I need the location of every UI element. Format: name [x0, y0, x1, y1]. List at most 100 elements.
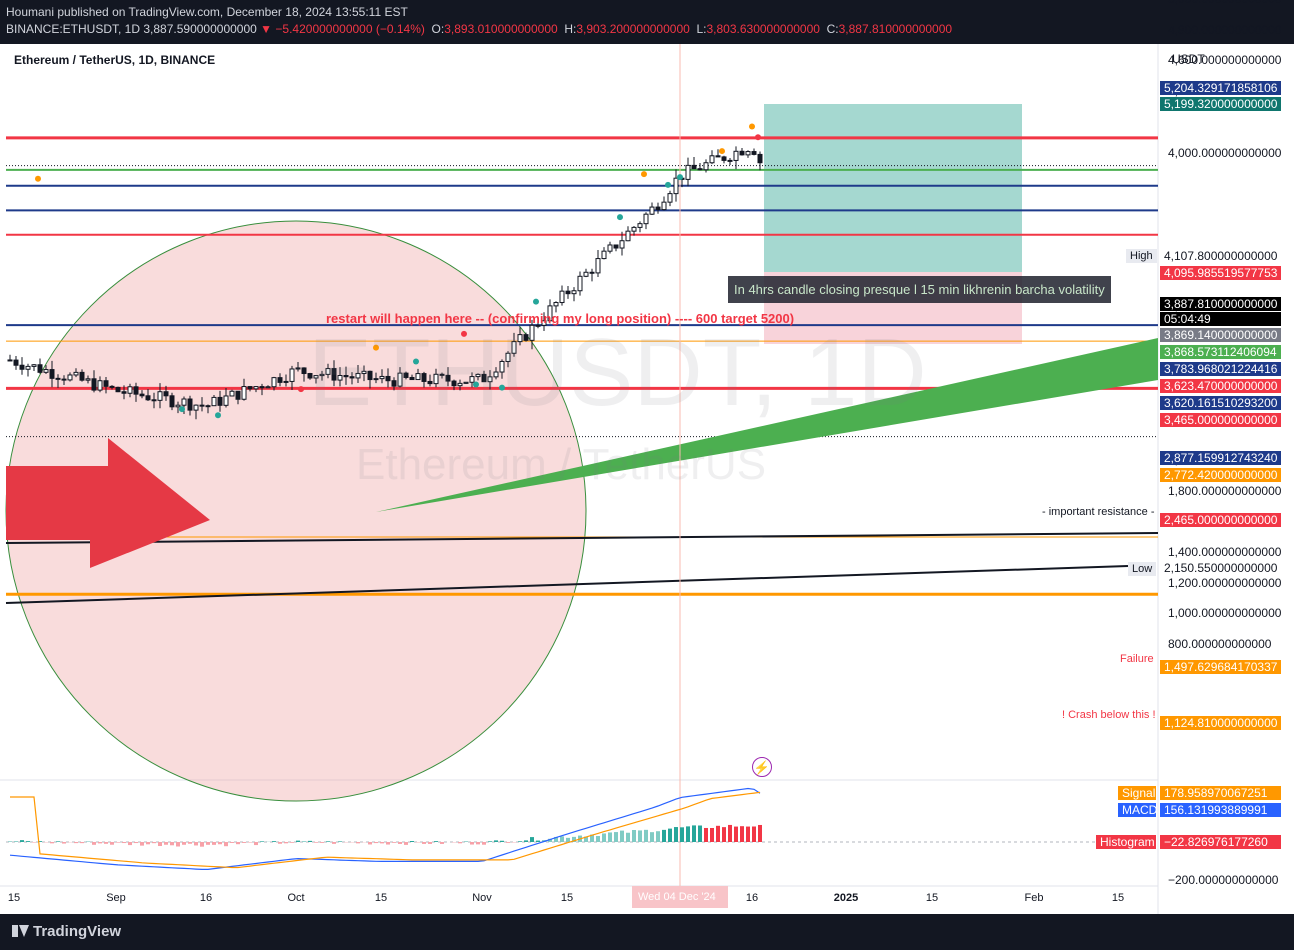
note-annotation[interactable]: In 4hrs candle closing presque l 15 min … — [728, 276, 1111, 303]
signal-dot — [641, 171, 647, 178]
crash-tag[interactable]: ! Crash below this ! — [1062, 709, 1156, 721]
candle-body — [163, 391, 169, 397]
histogram-bar — [314, 842, 318, 843]
top-bar — [0, 0, 1294, 44]
histogram-bar — [686, 826, 690, 842]
crosshair-date-text: Wed 04 Dec '24 — [638, 891, 716, 903]
signal-dot — [749, 123, 755, 130]
histogram-bar — [278, 842, 282, 844]
restart-annotation[interactable]: restart will happen here -- (confirming … — [326, 311, 795, 326]
signal-dot — [215, 412, 221, 419]
histogram-bar — [584, 836, 588, 842]
quote-currency[interactable]: USDT — [1172, 52, 1205, 66]
candle-body — [595, 258, 601, 274]
pane-title[interactable]: Ethereum / TetherUS, 1D, BINANCE — [14, 53, 216, 67]
candle-body — [373, 378, 379, 381]
candle-body — [367, 370, 373, 381]
candle-body — [175, 404, 181, 408]
price-label: 05:04:49 — [1160, 312, 1281, 326]
candle-body — [499, 360, 505, 373]
candle-body — [403, 372, 409, 378]
candle-body — [535, 324, 541, 327]
histogram-bar — [218, 842, 222, 845]
candle-body — [67, 374, 73, 381]
histogram-bar — [500, 840, 504, 842]
histogram-bar — [110, 842, 114, 845]
lightning-icon[interactable]: ⚡ — [752, 757, 772, 777]
watermark-name: Ethereum / TetherUS — [356, 440, 767, 489]
histogram-bar — [98, 842, 102, 844]
price-tick: 5,000.000000000000 — [1168, 0, 1281, 6]
histogram-bar — [26, 841, 30, 842]
histogram-bar — [194, 842, 198, 846]
candle-body — [277, 377, 283, 383]
signal-dot — [617, 214, 623, 221]
candle-body — [127, 386, 133, 394]
low-label: L: — [696, 22, 707, 36]
histogram-bar — [662, 829, 666, 842]
histogram-bar — [620, 830, 624, 842]
histogram-bar — [242, 842, 246, 843]
candle-body — [445, 374, 451, 382]
histogram-bar — [668, 828, 672, 842]
histogram-bar — [188, 842, 192, 844]
histogram-bar — [92, 842, 96, 845]
candle-body — [121, 391, 127, 394]
chart-frame[interactable] — [0, 44, 1294, 914]
candle-body — [193, 404, 199, 411]
failure-tag[interactable]: Failure — [1120, 653, 1154, 665]
time-tick: 16 — [745, 892, 759, 904]
candle-body — [745, 151, 751, 156]
candle-body — [205, 405, 211, 408]
candle-body — [217, 396, 223, 406]
histogram-bar — [602, 833, 606, 842]
candle-body — [319, 373, 325, 377]
candle-body — [199, 404, 205, 407]
histogram-bar — [608, 832, 612, 842]
histogram-bar — [440, 842, 444, 844]
candle-body — [625, 230, 631, 242]
price-label: 2,877.159912743240 — [1160, 451, 1281, 465]
candle-body — [655, 206, 661, 211]
chart-canvas[interactable] — [0, 44, 1294, 914]
candle-body — [715, 155, 721, 158]
price-tick: 4,000.000000000000 — [1168, 145, 1282, 160]
price-label: 3,783.968021224416 — [1160, 362, 1281, 376]
histogram-bar — [284, 842, 288, 844]
candle-body — [115, 386, 121, 393]
signal-line — [10, 791, 761, 869]
lower-trendline — [5, 565, 1129, 604]
price-label: 3,887.810000000000 — [1160, 297, 1281, 311]
histogram-bar — [404, 842, 408, 845]
price-label: 2,150.550000000000 — [1160, 561, 1281, 575]
publish-line: Houmani published on TradingView.com, De… — [6, 5, 408, 19]
close-value: 3,887.810000000000 — [838, 22, 953, 36]
histogram-bar — [212, 842, 216, 845]
important-resistance-tag[interactable]: - important resistance - — [1042, 506, 1155, 518]
candle-body — [643, 213, 649, 225]
green-channel — [376, 338, 1158, 512]
candle-body — [565, 290, 571, 295]
candle-body — [229, 390, 235, 397]
candle-body — [79, 371, 85, 381]
histogram-bar — [260, 841, 264, 842]
candle-body — [223, 395, 229, 406]
time-tick: 2025 — [833, 892, 859, 904]
histogram-bar — [524, 840, 528, 842]
histogram-bar — [596, 836, 600, 842]
tradingview-logo[interactable]: TradingView — [12, 923, 121, 940]
signal-dot — [677, 174, 683, 181]
candle-body — [421, 373, 427, 382]
price-tick: 4,800.000000000000 — [1168, 22, 1282, 37]
price-label: 4,107.800000000000 — [1160, 249, 1281, 263]
high-value: 3,903.200000000000 — [576, 22, 690, 36]
histogram-bar — [128, 842, 132, 846]
candle-body — [379, 375, 385, 380]
histogram-bar — [410, 841, 414, 842]
price-label: 3,465.000000000000 — [1160, 413, 1281, 427]
candle-body — [559, 290, 565, 304]
candle-body — [583, 271, 589, 277]
candle-body — [607, 244, 613, 252]
candle-body — [709, 155, 715, 164]
candle-body — [43, 369, 49, 373]
